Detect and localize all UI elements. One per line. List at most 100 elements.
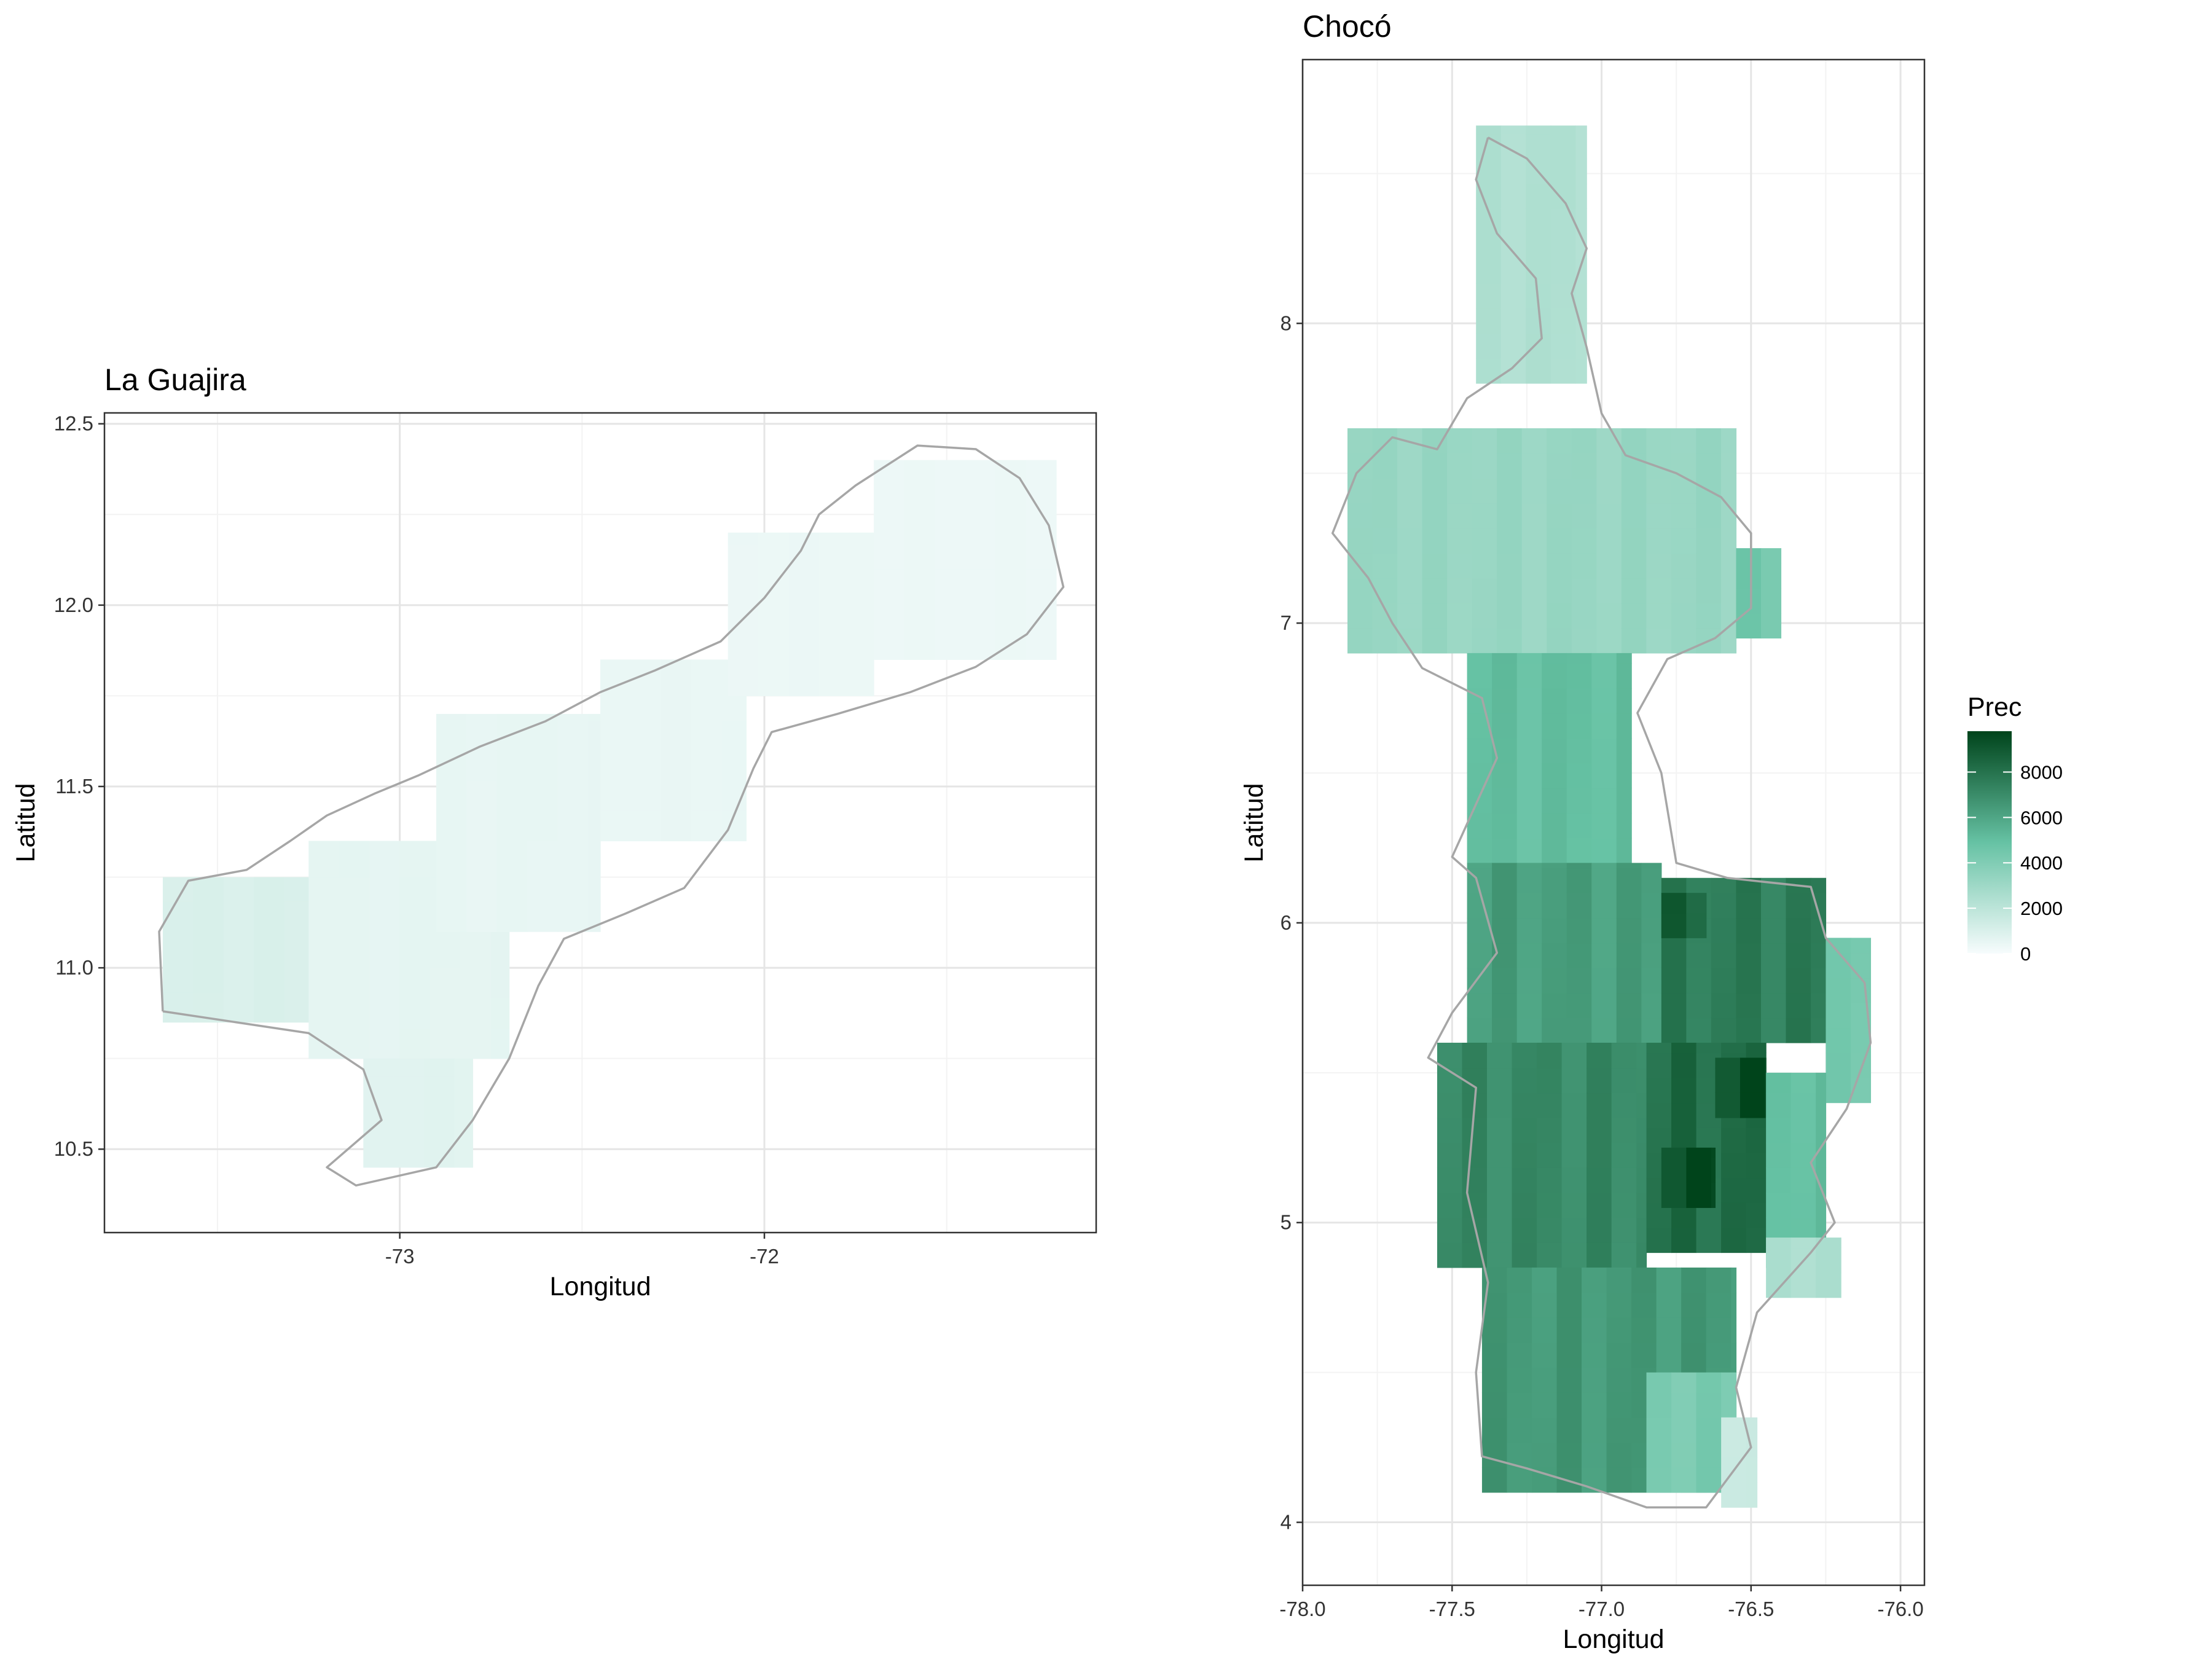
raster-cell [1537,1067,1563,1094]
raster-cell [1591,893,1617,919]
raster-cell [369,998,401,1029]
raster-cell [818,532,850,546]
raster-cell [496,901,528,932]
raster-cell [728,575,759,606]
raster-cell [1550,125,1576,135]
raster-cell [1631,1268,1657,1293]
raster-cell [1746,1043,1767,1054]
raster-cell [1526,125,1551,135]
raster-cell [369,907,401,938]
raster-cell [1786,1018,1811,1043]
raster-cell [995,460,1026,479]
raster-cell [1586,1118,1612,1143]
raster-cell [490,968,510,998]
raster-cell [1500,333,1526,359]
raster-cell [1671,1467,1697,1493]
raster-cell [1686,968,1712,994]
raster-cell [1472,578,1497,604]
raster-cell [904,508,935,539]
raster-cell [1671,428,1696,454]
raster-cell [1646,1372,1672,1393]
raster-cell [1537,1167,1563,1193]
raster-cell [1596,453,1622,479]
raster-cell [1422,503,1448,529]
raster-cell [965,568,996,600]
raster-cell [399,907,431,938]
raster-cell [1497,578,1523,604]
raster-cell [1596,478,1622,504]
raster-cell [1467,663,1492,689]
raster-cell [1696,1043,1722,1054]
raster-cell [1591,763,1617,789]
raster-cell [308,841,340,848]
raster-cell [1746,1177,1767,1203]
raster-cell [1397,603,1423,629]
raster-cell [1437,1167,1463,1193]
raster-cell [1686,1018,1712,1043]
raster-cell [1582,1417,1607,1443]
raster-cell [430,968,461,998]
raster-cell [1850,978,1872,1003]
raster-cell [1531,1268,1558,1293]
raster-cell [1056,460,1057,479]
raster-cell [1790,1237,1816,1249]
raster-cell [1547,553,1572,579]
raster-cell [1641,968,1662,994]
raster-cell [393,1058,425,1077]
raster-cell [1422,428,1448,429]
raster-cell [1397,578,1423,604]
raster-cell [1850,952,1872,979]
raster-cell [1437,1118,1463,1143]
y-tick-label: 12.0 [54,594,93,616]
raster-cell [728,544,759,576]
raster-cell [1056,568,1057,600]
raster-cell [496,871,528,902]
raster-cell [874,568,905,600]
raster-cell [1636,1217,1647,1243]
raster-cell [1786,992,1811,1019]
raster-cell [600,750,632,781]
raster-cell [1472,428,1497,454]
raster-cell [1696,553,1722,579]
raster-cell [1582,1317,1607,1343]
raster-cell [1462,1043,1488,1069]
raster-cell [1681,1342,1707,1368]
raster-cell [430,998,461,1029]
raster-cell [1766,1237,1792,1249]
raster-cell [1537,1242,1563,1268]
raster-cell [1521,528,1547,554]
raster-cell [1739,1092,1766,1118]
raster-cell [1696,503,1722,529]
raster-cell [1641,868,1662,893]
raster-cell [1826,1053,1851,1078]
raster-cell [1736,968,1762,994]
raster-cell [1661,1158,1687,1183]
raster-cell [661,750,692,781]
raster-cell [758,605,790,636]
raster-cell [339,841,370,848]
x-axis-ticks: -78.0 -77.5 -77.0 -76.5 -76.0 [1279,1585,1924,1620]
raster-cell [600,659,632,661]
raster-cell [1621,428,1647,429]
raster-cell [436,720,468,751]
raster-cell [1516,893,1542,919]
raster-cell [1497,478,1523,504]
raster-cell [284,877,309,902]
raster-cell [965,478,996,509]
raster-cell [1816,1092,1827,1118]
raster-cell [1591,868,1617,893]
raster-cell [1671,1043,1697,1054]
raster-cell [1696,453,1722,479]
raster-cell [1591,992,1617,1019]
raster-cell [1686,1182,1712,1208]
raster-cell [1671,1442,1697,1468]
raster-cell [1531,1392,1558,1418]
raster-cell [1566,893,1592,919]
raster-cell [1347,603,1373,629]
raster-cell [430,937,461,968]
raster-cell [1721,1128,1747,1153]
raster-cell [1521,628,1547,654]
raster-cell [1486,1092,1513,1118]
raster-cell [1507,1342,1532,1368]
raster-cell [1516,863,1542,869]
